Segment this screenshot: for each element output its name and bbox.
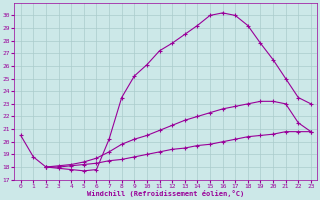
X-axis label: Windchill (Refroidissement éolien,°C): Windchill (Refroidissement éolien,°C) <box>87 190 244 197</box>
